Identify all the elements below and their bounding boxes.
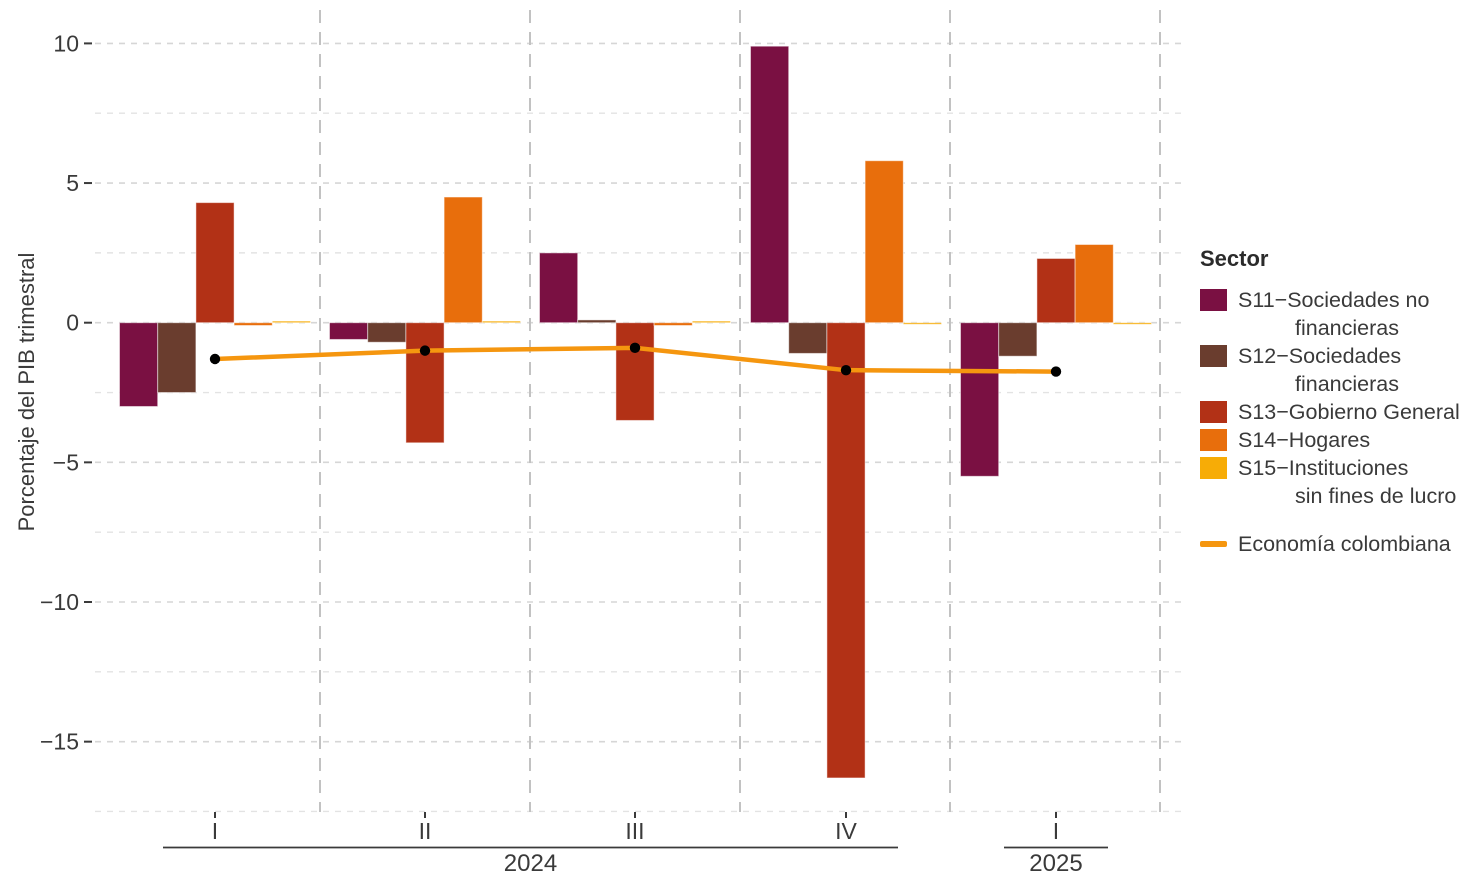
y-tick-label--15: −15 (40, 729, 79, 755)
bar-s15-q1 (271, 320, 311, 324)
y-axis-title: Porcentaje del PIB trimestral (14, 252, 39, 532)
bar-s11-q3 (539, 252, 579, 324)
bar-s15-q5 (1112, 322, 1153, 325)
bar-s11-q1 (119, 322, 159, 407)
legend-item-s14: S14−Hogares (1199, 426, 1478, 454)
bar-s13-q5 (1036, 257, 1076, 324)
quarter-label-4: IV (835, 818, 857, 844)
legend-item-s12: S12−Sociedades financieras (1199, 342, 1478, 398)
legend-label-s14: S14−Hogares (1238, 428, 1371, 452)
legend-item-s13: S13−Gobierno General (1199, 398, 1478, 426)
bar-s14-q4 (864, 160, 904, 324)
legend-item-s11: S11−Sociedades no financieras (1199, 286, 1478, 342)
legend-swatch-s15 (1199, 456, 1228, 480)
legend-swatch-s11 (1199, 288, 1228, 312)
bar-s14-q1 (233, 322, 273, 326)
bar-s13-q2 (405, 322, 445, 444)
y-tick-label-0: 0 (66, 310, 79, 336)
bar-s13-q4 (826, 322, 866, 779)
bar-s11-q2 (329, 322, 369, 340)
bar-s12-q2 (367, 322, 407, 343)
legend-item-s15: S15−Instituciones sin fines de lucro (1199, 454, 1478, 510)
bar-s12-q4 (788, 322, 828, 354)
legend-label-economia: Economía colombiana (1238, 532, 1451, 556)
legend-swatch-s14 (1199, 428, 1228, 452)
bar-s15-q4 (902, 322, 942, 325)
economy-point-q5 (1050, 366, 1062, 377)
bar-s15-q2 (481, 320, 521, 324)
bar-s14-q3 (653, 322, 693, 326)
economy-point-q4 (840, 364, 852, 376)
legend-line-swatch-icon (1200, 541, 1227, 547)
bar-s15-q3 (691, 320, 731, 324)
legend-swatch-s12 (1199, 344, 1228, 368)
bar-s12-q3 (577, 319, 617, 324)
quarter-label-2: II (419, 818, 432, 844)
bar-s12-q1 (157, 322, 197, 394)
year-label-2025: 2025 (1029, 850, 1082, 877)
y-tick-label--5: −5 (53, 449, 79, 475)
year-label-2024: 2024 (504, 850, 557, 877)
y-tick-label-10: 10 (53, 30, 79, 56)
bar-s12-q5 (998, 322, 1038, 357)
economy-point-q2 (419, 345, 431, 356)
legend: Sector S11−Sociedades no financieras S12−… (1199, 246, 1478, 558)
legend-label-s11: S11−Sociedades no financieras (1238, 288, 1430, 340)
bar-s13-q1 (195, 202, 235, 324)
legend-label-s15: S15−Instituciones sin fines de lucro (1238, 456, 1457, 508)
quarter-label-5: I (1053, 818, 1059, 844)
y-tick-label-5: 5 (66, 170, 79, 196)
quarter-label-3: III (625, 818, 644, 844)
legend-label-s12: S12−Sociedades financieras (1238, 344, 1402, 396)
bar-s11-q4 (750, 45, 790, 324)
legend-label-s13: S13−Gobierno General (1238, 400, 1460, 424)
economy-point-q1 (209, 353, 221, 365)
bar-s14-q5 (1074, 243, 1114, 324)
quarter-label-1: I (212, 818, 218, 844)
bar-s11-q5 (960, 322, 1000, 477)
legend-title: Sector (1200, 246, 1269, 271)
bar-s14-q2 (443, 196, 483, 324)
economy-point-q3 (629, 342, 641, 354)
legend-swatch-s13 (1199, 400, 1228, 424)
bar-s13-q3 (615, 322, 655, 421)
legend-item-economia: Economía colombiana (1200, 530, 1478, 558)
y-tick-label--10: −10 (40, 589, 79, 615)
